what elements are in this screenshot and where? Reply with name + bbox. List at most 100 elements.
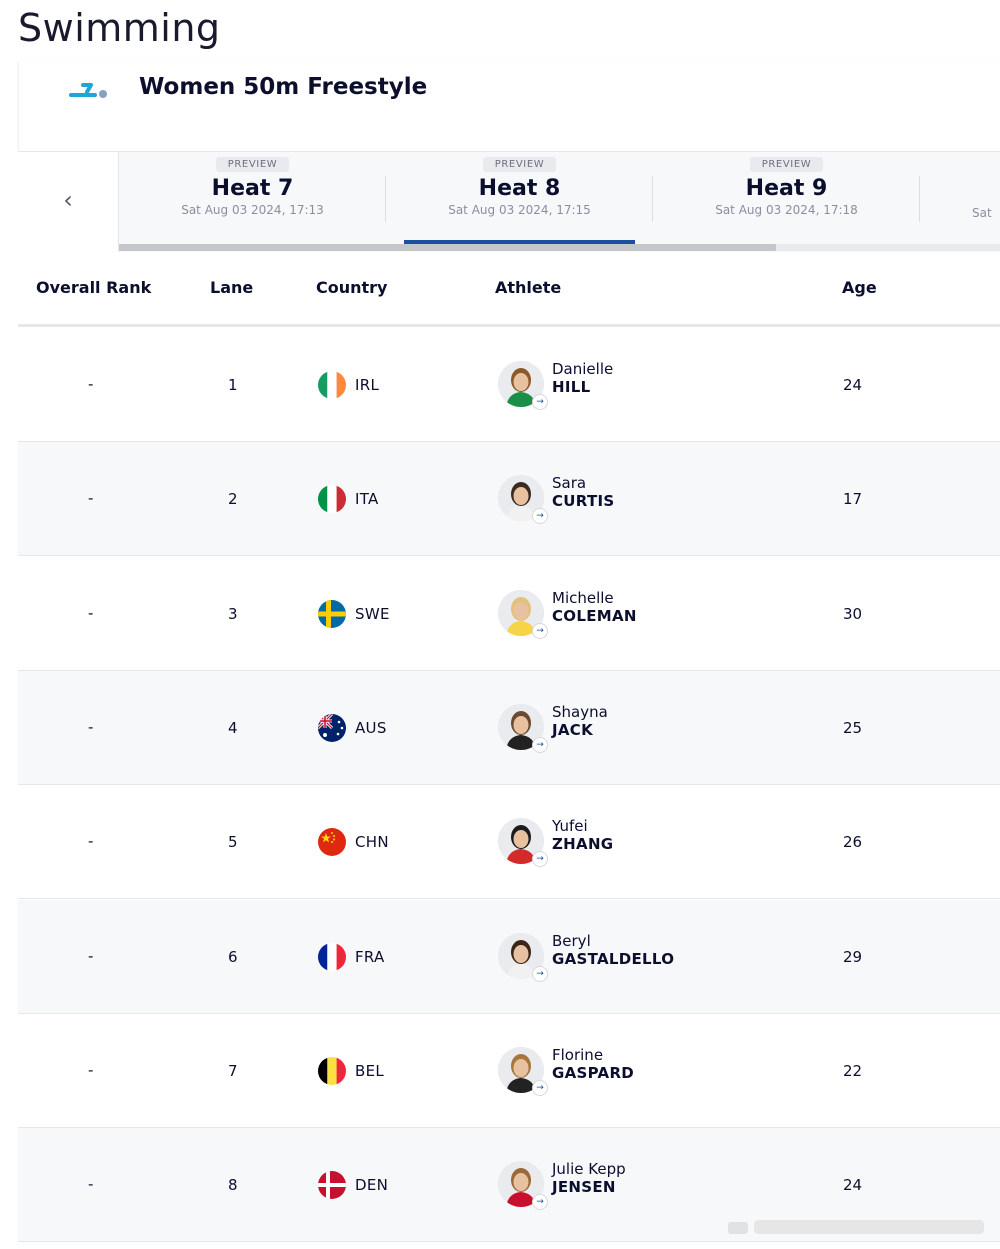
table-row: - 6 FRA → Beryl GASTALDELLO 29 bbox=[18, 899, 1000, 1014]
athlete-name-link[interactable]: Julie Kepp JENSEN bbox=[552, 1160, 626, 1196]
header-country: Country bbox=[316, 278, 388, 297]
athlete-photo[interactable]: → bbox=[498, 589, 548, 639]
country-code: SWE bbox=[355, 604, 390, 623]
table-row: - 3 SWE → Michelle COLEMAN 30 bbox=[18, 556, 1000, 671]
table-header: Overall Rank Lane Country Athlete Age bbox=[18, 252, 1000, 327]
athlete-first-name: Michelle bbox=[552, 588, 614, 607]
australia-flag-icon bbox=[318, 713, 346, 742]
athlete-name-link[interactable]: Florine GASPARD bbox=[552, 1046, 634, 1082]
athlete-last-name: JENSEN bbox=[552, 1178, 616, 1197]
heat-date: Sat Aug 03 2024, 17:15 bbox=[448, 203, 591, 217]
overall-rank: - bbox=[88, 832, 94, 851]
ireland-flag-icon bbox=[318, 371, 346, 399]
arrow-right-icon: → bbox=[532, 394, 548, 410]
athlete-name-link[interactable]: Yufei ZHANG bbox=[552, 817, 613, 853]
athlete-name-link[interactable]: Sara CURTIS bbox=[552, 474, 614, 510]
tab-heat-7[interactable]: PREVIEW Heat 7 Sat Aug 03 2024, 17:13 bbox=[119, 152, 386, 244]
athlete-name-link[interactable]: Beryl GASTALDELLO bbox=[552, 932, 674, 968]
page-title: Swimming bbox=[18, 6, 221, 50]
athlete-last-name: CURTIS bbox=[552, 492, 615, 511]
athlete-age: 24 bbox=[843, 1176, 863, 1195]
lane-number: 4 bbox=[228, 718, 238, 737]
preview-badge: PREVIEW bbox=[482, 157, 557, 172]
table-row: - 7 BEL → Florine GASPARD 22 bbox=[18, 1013, 1000, 1128]
country-code: IRL bbox=[355, 376, 380, 394]
tab-heat-next[interactable]: Sat bbox=[920, 152, 1000, 244]
athlete-name-link[interactable]: Shayna JACK bbox=[552, 703, 608, 739]
athlete-last-name: COLEMAN bbox=[552, 606, 637, 625]
overall-rank: - bbox=[88, 603, 94, 622]
heat-name: Heat 7 bbox=[211, 176, 294, 201]
athlete-age: 30 bbox=[843, 604, 863, 623]
athlete-photo[interactable]: → bbox=[498, 818, 548, 868]
arrow-right-icon: → bbox=[532, 736, 548, 753]
heat-selector: ‹ PREVIEW Heat 7 Sat Aug 03 2024, 17:13 … bbox=[0, 152, 1000, 252]
overall-rank: - bbox=[88, 375, 94, 393]
heat-date: Sat bbox=[972, 206, 992, 220]
overall-rank: - bbox=[88, 489, 94, 508]
athlete-photo[interactable]: → bbox=[498, 932, 548, 982]
swimming-icon bbox=[69, 83, 107, 98]
country-code: FRA bbox=[355, 947, 385, 966]
athlete-photo[interactable]: → bbox=[498, 1161, 548, 1211]
overall-rank: - bbox=[88, 717, 94, 736]
header-overall-rank: Overall Rank bbox=[36, 278, 152, 297]
country-code: ITA bbox=[355, 490, 379, 509]
athlete-first-name: Beryl bbox=[552, 931, 591, 950]
overall-rank: - bbox=[88, 1060, 94, 1079]
lane-number: 7 bbox=[228, 1061, 238, 1080]
table-row: - 8 DEN → Julie Kepp JENSEN 24 bbox=[18, 1128, 1000, 1243]
athlete-age: 26 bbox=[843, 833, 863, 852]
athlete-photo[interactable]: → bbox=[498, 361, 548, 410]
athlete-age: 17 bbox=[843, 490, 863, 509]
heat-date: Sat Aug 03 2024, 17:13 bbox=[181, 203, 324, 217]
active-tab-indicator bbox=[404, 240, 635, 244]
athlete-last-name: GASTALDELLO bbox=[552, 949, 675, 968]
athlete-photo[interactable]: → bbox=[498, 703, 548, 753]
athlete-last-name: GASPARD bbox=[552, 1063, 635, 1082]
athlete-last-name: HILL bbox=[552, 378, 591, 396]
arrow-right-icon: → bbox=[532, 851, 548, 868]
heat-divider bbox=[652, 176, 653, 222]
heats-scrollbar[interactable] bbox=[119, 244, 1000, 251]
athlete-age: 22 bbox=[843, 1061, 863, 1080]
lane-number: 3 bbox=[228, 604, 238, 623]
athlete-first-name: Florine bbox=[552, 1045, 604, 1064]
header-athlete: Athlete bbox=[495, 278, 562, 297]
scrollbar-thumb[interactable] bbox=[119, 244, 776, 251]
athlete-name-link[interactable]: Michelle COLEMAN bbox=[552, 589, 637, 625]
heat-name: Heat 8 bbox=[478, 176, 561, 201]
country-code: CHN bbox=[355, 833, 389, 852]
athlete-name-link[interactable]: Danielle HILL bbox=[552, 360, 613, 396]
athlete-age: 29 bbox=[843, 947, 863, 966]
tab-heat-9[interactable]: PREVIEW Heat 9 Sat Aug 03 2024, 17:18 bbox=[653, 152, 920, 244]
lane-number: 8 bbox=[228, 1176, 238, 1195]
athlete-first-name: Yufei bbox=[552, 817, 588, 836]
italy-flag-icon bbox=[318, 485, 346, 514]
watermark-logo bbox=[728, 1220, 984, 1234]
lane-number: 5 bbox=[228, 833, 238, 852]
athlete-last-name: ZHANG bbox=[552, 835, 614, 854]
table-row: - 4 AUS → Shayna JACK 25 bbox=[18, 670, 1000, 785]
heats-track: PREVIEW Heat 7 Sat Aug 03 2024, 17:13 PR… bbox=[118, 152, 1000, 252]
athlete-photo[interactable]: → bbox=[498, 1046, 548, 1096]
tab-heat-8[interactable]: PREVIEW Heat 8 Sat Aug 03 2024, 17:15 bbox=[386, 152, 653, 244]
header-lane: Lane bbox=[210, 278, 254, 297]
sweden-flag-icon bbox=[318, 599, 346, 628]
arrow-right-icon: → bbox=[532, 1194, 548, 1211]
athlete-age: 25 bbox=[843, 718, 863, 737]
heat-name: Heat 9 bbox=[745, 176, 828, 201]
athlete-age: 24 bbox=[843, 376, 863, 394]
heats-prev-button[interactable]: ‹ bbox=[18, 152, 118, 248]
country-code: AUS bbox=[355, 718, 387, 737]
athlete-first-name: Julie Kepp bbox=[552, 1160, 626, 1179]
athlete-last-name: JACK bbox=[552, 720, 594, 739]
athlete-first-name: Danielle bbox=[552, 360, 614, 378]
overall-rank: - bbox=[88, 946, 94, 965]
arrow-right-icon: → bbox=[532, 1079, 548, 1096]
china-flag-icon bbox=[318, 828, 346, 857]
lane-number: 6 bbox=[228, 947, 238, 966]
athlete-first-name: Shayna bbox=[552, 702, 608, 721]
athlete-photo[interactable]: → bbox=[498, 475, 548, 525]
arrow-right-icon: → bbox=[532, 965, 548, 982]
